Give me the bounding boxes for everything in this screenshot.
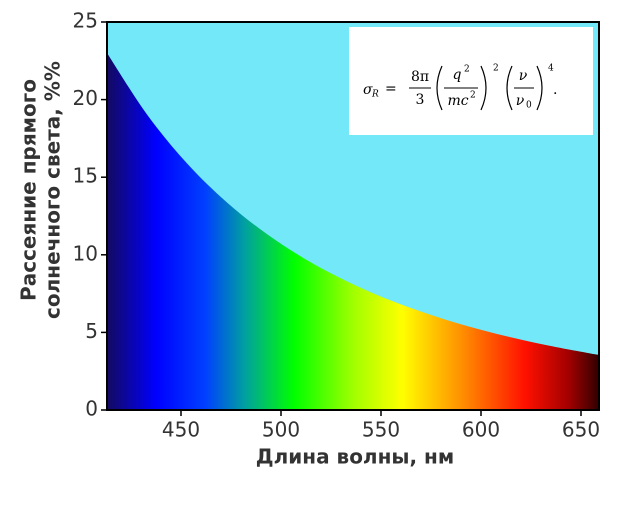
formula-box xyxy=(349,27,593,135)
formula-text: ν xyxy=(519,68,528,84)
y-tick-label: 20 xyxy=(73,86,98,110)
area xyxy=(107,53,599,410)
formula: σ R = 8π 3 q 2 mc 2 2 ν ν 0 4 . xyxy=(363,64,557,111)
y-tick-label: 25 xyxy=(73,9,98,33)
formula-text: = xyxy=(385,81,397,97)
formula-text: R xyxy=(371,90,379,100)
formula-text: 2 xyxy=(464,65,470,75)
formula-text: 8π xyxy=(411,69,429,85)
formula-text: q xyxy=(453,67,462,83)
plot-frame xyxy=(106,21,600,411)
formula-text: mc xyxy=(447,93,468,109)
y-tick-label: 5 xyxy=(85,319,98,343)
x-tick-label: 600 xyxy=(462,418,500,442)
x-tick-label: 650 xyxy=(562,418,600,442)
x-tick-label: 450 xyxy=(162,418,200,442)
y-tick-label: 15 xyxy=(73,164,98,188)
x-tick-label: 550 xyxy=(362,418,400,442)
x-axis-label: Длина волны, нм xyxy=(256,445,454,469)
formula-text: . xyxy=(553,82,557,98)
y-tick-label: 0 xyxy=(85,397,98,421)
formula-text: 0 xyxy=(526,101,532,111)
y-tick-label: 10 xyxy=(73,241,98,265)
y-axis-label: Рассеяние прямого xyxy=(17,79,41,301)
x-tick-label: 500 xyxy=(262,418,300,442)
formula-text: σ xyxy=(363,82,373,98)
formula-text: 2 xyxy=(493,64,499,74)
formula-text: ν xyxy=(516,93,525,109)
formula-text: 3 xyxy=(416,92,425,108)
formula-text: 2 xyxy=(470,91,476,101)
y-axis-label: солнечного света, %% xyxy=(41,61,65,319)
formula-text: 4 xyxy=(548,64,554,74)
